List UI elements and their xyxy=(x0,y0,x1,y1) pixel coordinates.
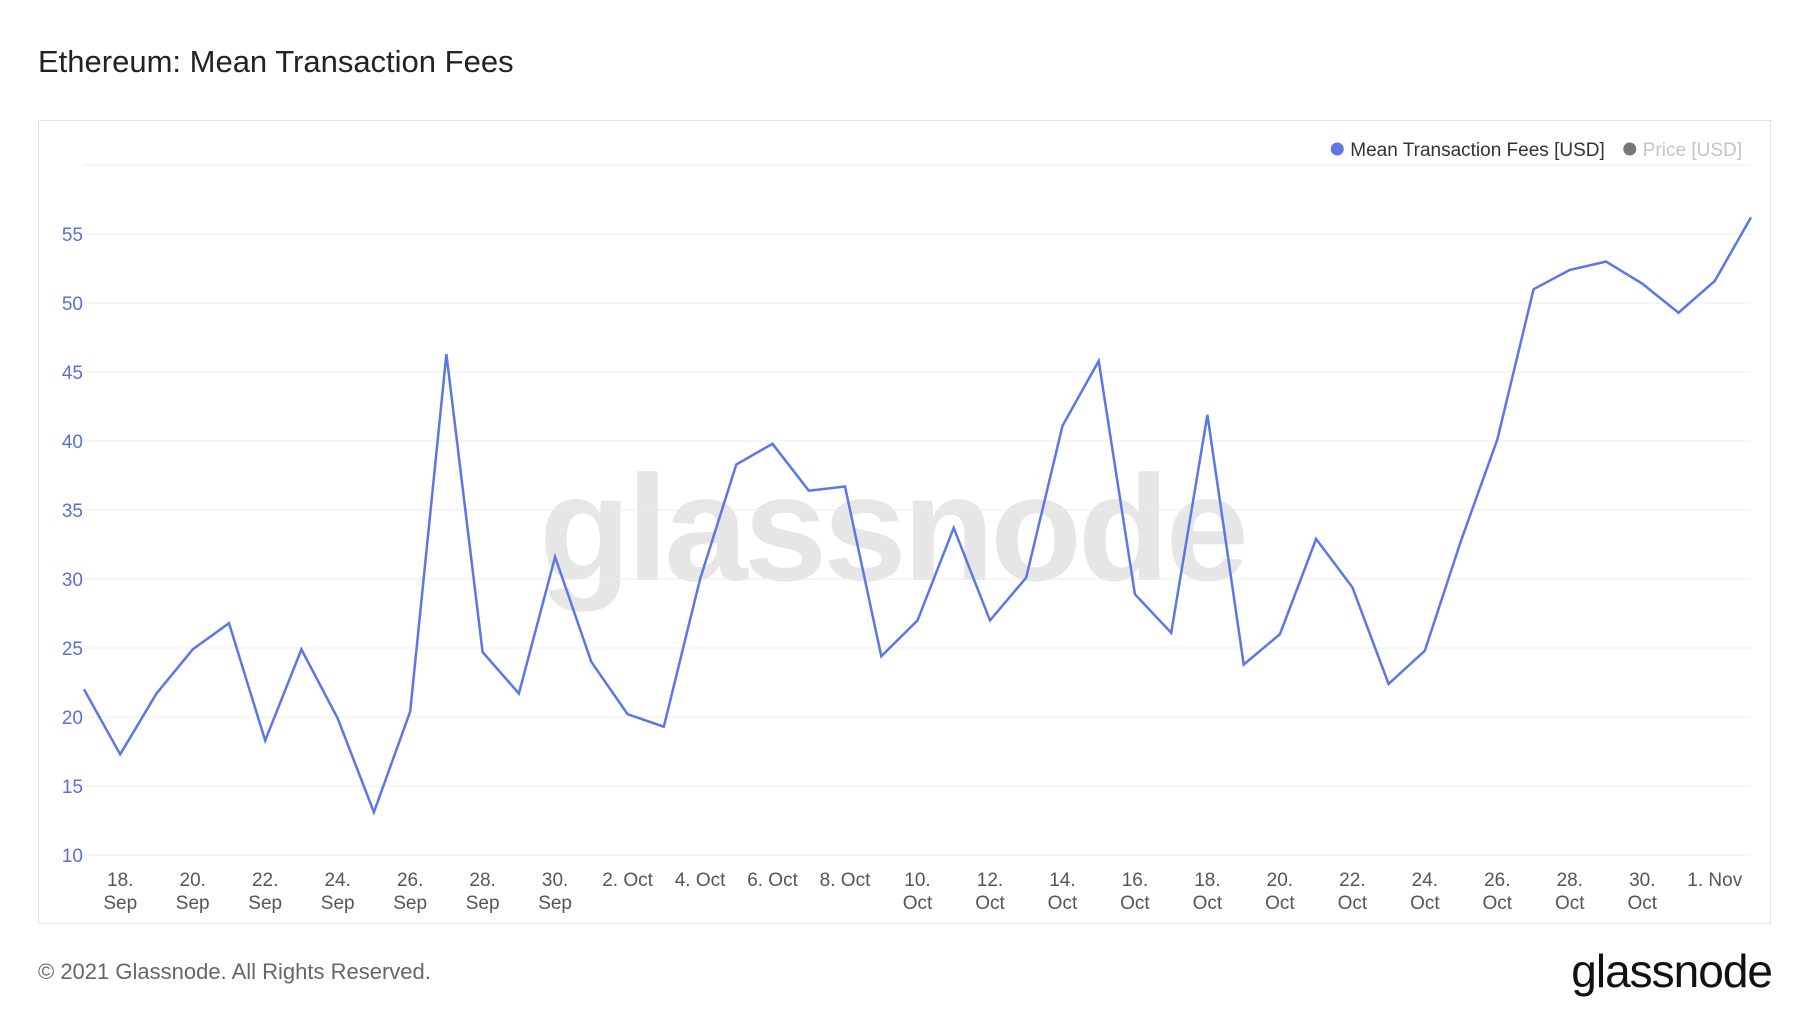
x-tick-label: Oct xyxy=(1338,893,1368,914)
x-tick-label: Sep xyxy=(466,893,500,914)
x-tick-label: Oct xyxy=(1628,893,1658,914)
x-tick-label: Oct xyxy=(1265,893,1295,914)
x-tick-label: Oct xyxy=(975,893,1005,914)
x-tick-label: 24. xyxy=(324,870,350,891)
x-tick-label: 16. xyxy=(1122,870,1148,891)
x-tick-label: 24. xyxy=(1412,870,1438,891)
x-tick-label: 4. Oct xyxy=(675,870,726,891)
x-tick-label: 22. xyxy=(1339,870,1365,891)
x-tick-label: 28. xyxy=(469,870,495,891)
y-tick-label: 40 xyxy=(62,432,83,453)
x-tick-label: 8. Oct xyxy=(820,870,871,891)
x-tick-label: 22. xyxy=(252,870,278,891)
legend-marker[interactable] xyxy=(1623,142,1637,156)
chart-title: Ethereum: Mean Transaction Fees xyxy=(38,44,514,79)
x-tick-label: 26. xyxy=(1484,870,1510,891)
x-tick-label: 6. Oct xyxy=(747,870,798,891)
x-tick-label: Oct xyxy=(1120,893,1150,914)
x-tick-label: Sep xyxy=(176,893,210,914)
x-tick-label: 20. xyxy=(180,870,206,891)
x-tick-label: Oct xyxy=(1483,893,1513,914)
copyright-footer: © 2021 Glassnode. All Rights Reserved. xyxy=(38,959,431,984)
x-tick-label: 14. xyxy=(1049,870,1075,891)
x-tick-label: Sep xyxy=(103,893,137,914)
x-tick-label: 30. xyxy=(542,870,568,891)
legend-label[interactable]: Price [USD] xyxy=(1643,140,1742,161)
x-tick-label: 12. xyxy=(977,870,1003,891)
x-tick-label: 18. xyxy=(1194,870,1220,891)
glassnode-logo[interactable]: glassnode xyxy=(1571,945,1773,997)
x-tick-label: Sep xyxy=(248,893,282,914)
x-tick-label: Sep xyxy=(393,893,427,914)
y-tick-label: 25 xyxy=(62,639,83,660)
x-tick-label: 26. xyxy=(397,870,423,891)
x-tick-label: 28. xyxy=(1557,870,1583,891)
y-tick-label: 15 xyxy=(62,777,83,798)
x-tick-label: 1. Nov xyxy=(1687,870,1742,891)
legend-label[interactable]: Mean Transaction Fees [USD] xyxy=(1350,140,1605,161)
x-tick-label: Sep xyxy=(538,893,572,914)
legend-marker[interactable] xyxy=(1330,142,1344,156)
x-tick-label: Oct xyxy=(1410,893,1440,914)
y-tick-label: 55 xyxy=(62,225,83,246)
series-layer xyxy=(82,216,1753,816)
y-axis-ticks: 10 15 20 25 30 35 40 45 50 55 xyxy=(62,225,83,867)
x-tick-label: Oct xyxy=(1555,893,1585,914)
grid-lines xyxy=(84,164,1751,856)
y-tick-label: 45 xyxy=(62,363,83,384)
y-tick-label: 35 xyxy=(62,501,83,522)
y-tick-label: 50 xyxy=(62,294,83,315)
x-tick-label: Sep xyxy=(321,893,355,914)
x-tick-label: 10. xyxy=(904,870,930,891)
x-axis-ticks: 18.Sep20.Sep22.Sep24.Sep26.Sep28.Sep30.S… xyxy=(103,870,1742,914)
y-tick-label: 10 xyxy=(62,846,83,867)
x-tick-label: 18. xyxy=(107,870,133,891)
y-tick-label: 20 xyxy=(62,708,83,729)
series-line xyxy=(82,216,1753,816)
legend: Price [USD] Mean Transaction Fees [USD] xyxy=(1330,140,1742,161)
x-tick-label: 30. xyxy=(1629,870,1655,891)
y-tick-label: 30 xyxy=(62,570,83,591)
x-tick-label: Oct xyxy=(1193,893,1223,914)
chart-frame xyxy=(38,120,1771,924)
x-tick-label: Oct xyxy=(1048,893,1078,914)
x-tick-label: 20. xyxy=(1267,870,1293,891)
x-tick-label: Oct xyxy=(903,893,933,914)
watermark-text: glassnode xyxy=(539,444,1245,612)
x-tick-label: 2. Oct xyxy=(602,870,653,891)
